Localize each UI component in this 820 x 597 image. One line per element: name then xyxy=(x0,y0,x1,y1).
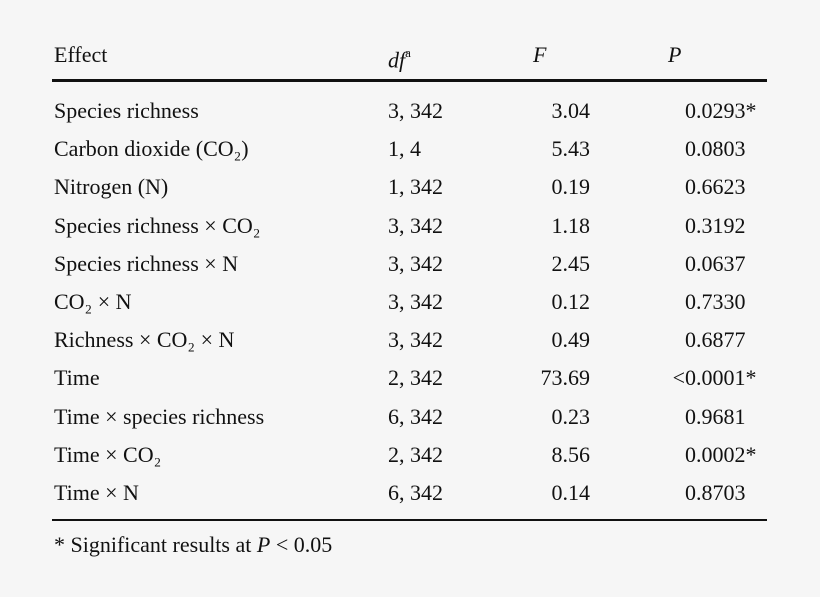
footnote-text: < 0.05 xyxy=(270,532,333,557)
footnote: * Significant results at P < 0.05 xyxy=(54,532,332,558)
footnote-marker: a xyxy=(405,45,411,60)
f-cell: 0.23 xyxy=(551,403,591,429)
p-cell: 0.9681 xyxy=(685,403,746,429)
df-cell: 6, 342 xyxy=(388,403,443,429)
f-cell: 8.56 xyxy=(551,441,591,467)
f-cell: 2.45 xyxy=(551,250,591,276)
p-cell: 0.7330 xyxy=(685,289,746,314)
p-cell: 0.8703 xyxy=(685,480,746,505)
p-cell: 0.0002* xyxy=(685,441,757,467)
effect-cell: Richness × CO₂ × N xyxy=(54,327,235,353)
f-cell: 0.12 xyxy=(551,289,591,314)
effect-cell: Species richness × CO₂ xyxy=(54,212,261,238)
column-header: Effect xyxy=(54,42,108,67)
p-cell: <0.0001* xyxy=(672,365,757,391)
p-cell: 0.0293* xyxy=(685,98,757,123)
p-cell: 0.0803 xyxy=(685,136,746,162)
column-header-text: df xyxy=(388,47,406,73)
df-cell: 3, 342 xyxy=(388,212,443,238)
effect-cell: Carbon dioxide (CO₂) xyxy=(54,136,249,162)
effect-cell: Nitrogen (N) xyxy=(54,174,169,200)
p-cell: 0.6877 xyxy=(685,327,746,353)
footnote-text: * Significant results at xyxy=(54,532,257,557)
f-cell: 73.69 xyxy=(540,365,591,391)
df-cell: 3, 342 xyxy=(388,250,443,276)
df-cell: 2, 342 xyxy=(388,365,443,391)
effect-cell: Time × CO₂ xyxy=(54,441,162,467)
footnote-symbol: P xyxy=(256,532,271,557)
effect-cell: Time xyxy=(54,365,100,391)
effect-cell: Species richness xyxy=(54,98,199,123)
f-cell: 3.04 xyxy=(551,98,591,123)
effect-cell: Time × species richness xyxy=(54,403,265,429)
effect-cell: CO₂ × N xyxy=(54,289,132,314)
bottom-rule xyxy=(52,519,767,521)
header-rule xyxy=(52,79,767,82)
column-header: F xyxy=(533,42,547,67)
df-cell: 2, 342 xyxy=(388,441,443,467)
df-cell: 6, 342 xyxy=(388,480,443,505)
df-cell: 3, 342 xyxy=(388,289,443,314)
df-cell: 1, 342 xyxy=(388,174,443,200)
column-header: dfa xyxy=(388,42,411,73)
f-cell: 5.43 xyxy=(551,136,591,162)
f-cell: 0.14 xyxy=(551,480,591,505)
p-cell: 0.0637 xyxy=(685,250,746,276)
effect-cell: Time × N xyxy=(54,480,139,505)
effect-cell: Species richness × N xyxy=(54,250,239,276)
column-header: P xyxy=(668,42,682,67)
p-cell: 0.6623 xyxy=(685,174,746,200)
df-cell: 3, 342 xyxy=(388,327,443,353)
df-cell: 1, 4 xyxy=(388,136,421,162)
df-cell: 3, 342 xyxy=(388,98,443,123)
f-cell: 0.49 xyxy=(551,327,591,353)
f-cell: 0.19 xyxy=(551,174,591,200)
f-cell: 1.18 xyxy=(551,212,591,238)
p-cell: 0.3192 xyxy=(685,212,746,238)
